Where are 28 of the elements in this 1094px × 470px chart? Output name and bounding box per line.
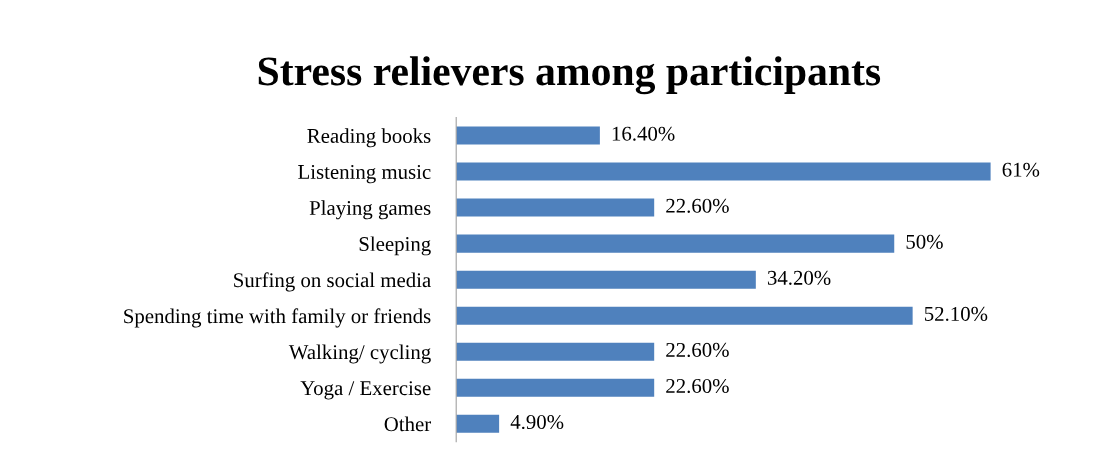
y-tick-label: Listening music bbox=[298, 164, 431, 184]
bar bbox=[456, 342, 655, 361]
bar bbox=[456, 378, 655, 397]
y-tick-label: Playing games bbox=[309, 200, 431, 220]
y-tick-label: Reading books bbox=[307, 128, 431, 148]
data-label: 22.60% bbox=[666, 342, 729, 358]
bar bbox=[456, 126, 600, 145]
bar bbox=[456, 234, 895, 253]
y-tick-label: Other bbox=[384, 416, 432, 432]
bar bbox=[456, 414, 500, 433]
y-tick-label: Surfing on social media bbox=[234, 272, 431, 292]
y-tick-label: Yoga / Exercise bbox=[300, 381, 431, 400]
chart-title: Stress relievers among participants bbox=[258, 56, 881, 95]
data-label: 61% bbox=[1002, 162, 1040, 177]
data-label: 22.60% bbox=[666, 198, 729, 213]
data-label: 22.60% bbox=[666, 378, 729, 394]
data-label: 16.40% bbox=[612, 126, 675, 141]
y-tick-label: Spending time with family or friends bbox=[124, 308, 431, 328]
data-label: 50% bbox=[906, 234, 943, 249]
bar bbox=[456, 270, 756, 289]
bar bbox=[456, 198, 655, 217]
data-label: 52.10% bbox=[924, 306, 988, 321]
bar bbox=[456, 162, 991, 181]
y-tick-label: Sleeping bbox=[359, 236, 431, 256]
bar bbox=[456, 306, 913, 325]
y-tick-label: Walking/ cycling bbox=[288, 344, 431, 364]
data-label: 34.20% bbox=[767, 270, 831, 285]
data-label: 4.90% bbox=[510, 414, 564, 430]
